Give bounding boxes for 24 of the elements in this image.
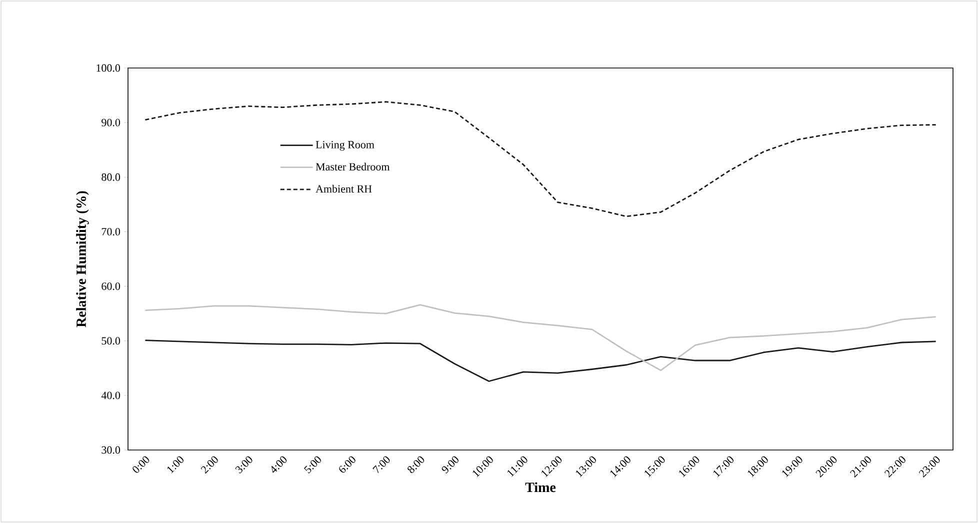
legend-label: Ambient RH bbox=[316, 184, 372, 193]
y-tick-label: 100.0 bbox=[96, 64, 120, 72]
y-tick-label: 80.0 bbox=[102, 173, 120, 181]
x-tick-label: 8:00 bbox=[408, 456, 424, 474]
x-axis-title: Time bbox=[525, 482, 556, 492]
x-tick-label: 1:00 bbox=[167, 456, 184, 474]
y-tick-label: 90.0 bbox=[102, 118, 120, 126]
y-tick-label: 50.0 bbox=[102, 337, 120, 345]
x-tick-label: 9:00 bbox=[442, 456, 458, 474]
x-tick-label: 4:00 bbox=[272, 456, 287, 473]
y-tick-label: 60.0 bbox=[102, 282, 120, 290]
y-tick-label: 30.0 bbox=[102, 446, 120, 454]
x-tick-label: 6:00 bbox=[339, 456, 356, 473]
line-series bbox=[144, 101, 937, 218]
y-tick-label: 70.0 bbox=[102, 228, 120, 236]
x-tick-label: 0:00 bbox=[132, 456, 150, 473]
x-tick-label: 5:00 bbox=[304, 456, 321, 474]
x-tick-label: 3:00 bbox=[235, 456, 252, 474]
y-axis-title: Relative Humidity (%) bbox=[76, 191, 89, 328]
legend-label: Master Bedroom bbox=[316, 162, 390, 170]
legend-label: Living Room bbox=[316, 140, 374, 151]
x-tick-label: 2:00 bbox=[200, 456, 218, 474]
x-tick-label: 7:00 bbox=[372, 456, 390, 474]
y-tick-label: 40.0 bbox=[101, 392, 120, 400]
